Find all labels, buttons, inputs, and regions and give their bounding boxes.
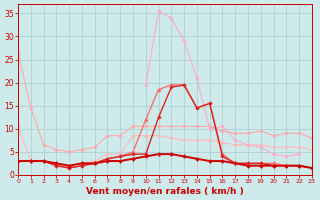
X-axis label: Vent moyen/en rafales ( km/h ): Vent moyen/en rafales ( km/h ) [86,187,244,196]
